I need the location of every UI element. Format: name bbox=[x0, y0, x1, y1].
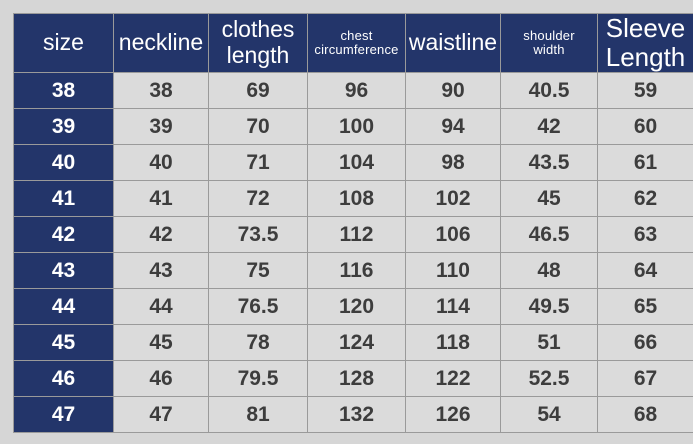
cell-waistline: 122 bbox=[405, 360, 501, 398]
cell-clothes_length: 81 bbox=[208, 396, 308, 434]
cell-shoulder_width: 43.5 bbox=[500, 144, 598, 182]
cell-clothes_length: 73.5 bbox=[208, 216, 308, 254]
table-row: 46 46 79.5 128 122 52.5 67 bbox=[13, 360, 693, 398]
cell-sleeve_length: 59 bbox=[597, 72, 693, 110]
cell-waistline: 114 bbox=[405, 288, 501, 326]
cell-neckline: 41 bbox=[113, 180, 209, 218]
cell-chest_circumference: 112 bbox=[307, 216, 406, 254]
cell-shoulder_width: 42 bbox=[500, 108, 598, 146]
cell-chest_circumference: 120 bbox=[307, 288, 406, 326]
cell-waistline: 102 bbox=[405, 180, 501, 218]
cell-waistline: 110 bbox=[405, 252, 501, 290]
cell-sleeve_length: 63 bbox=[597, 216, 693, 254]
cell-neckline: 46 bbox=[113, 360, 209, 398]
cell-neckline: 44 bbox=[113, 288, 209, 326]
cell-waistline: 126 bbox=[405, 396, 501, 434]
cell-chest_circumference: 108 bbox=[307, 180, 406, 218]
header-cell-neckline: neckline bbox=[113, 12, 209, 74]
cell-neckline: 42 bbox=[113, 216, 209, 254]
cell-clothes_length: 70 bbox=[208, 108, 308, 146]
cell-chest_circumference: 132 bbox=[307, 396, 406, 434]
table-row: 39 39 70 100 94 42 60 bbox=[13, 108, 693, 146]
table-row: 42 42 73.5 112 106 46.5 63 bbox=[13, 216, 693, 254]
cell-sleeve_length: 64 bbox=[597, 252, 693, 290]
header-cell-clothes_length: clothes length bbox=[208, 12, 308, 74]
cell-shoulder_width: 45 bbox=[500, 180, 598, 218]
cell-neckline: 47 bbox=[113, 396, 209, 434]
cell-clothes_length: 76.5 bbox=[208, 288, 308, 326]
cell-chest_circumference: 124 bbox=[307, 324, 406, 362]
cell-waistline: 118 bbox=[405, 324, 501, 362]
cell-waistline: 106 bbox=[405, 216, 501, 254]
size-chart-table: size neckline clothes length chest circumfe… bbox=[13, 12, 693, 434]
cell-waistline: 90 bbox=[405, 72, 501, 110]
header-cell-waistline: waistline bbox=[405, 12, 501, 74]
table-row: 45 45 78 124 118 51 66 bbox=[13, 324, 693, 362]
cell-shoulder_width: 49.5 bbox=[500, 288, 598, 326]
cell-waistline: 94 bbox=[405, 108, 501, 146]
header-cell-size: size bbox=[13, 12, 114, 74]
row-header-size: 41 bbox=[13, 180, 114, 218]
header-cell-chest_circumference: chest circumference bbox=[307, 12, 406, 74]
table-row: 44 44 76.5 120 114 49.5 65 bbox=[13, 288, 693, 326]
cell-shoulder_width: 54 bbox=[500, 396, 598, 434]
cell-clothes_length: 69 bbox=[208, 72, 308, 110]
header-cell-shoulder_width: shoulder width bbox=[500, 12, 598, 74]
cell-chest_circumference: 104 bbox=[307, 144, 406, 182]
table-row: 47 47 81 132 126 54 68 bbox=[13, 396, 693, 434]
cell-shoulder_width: 52.5 bbox=[500, 360, 598, 398]
cell-chest_circumference: 96 bbox=[307, 72, 406, 110]
row-header-size: 38 bbox=[13, 72, 114, 110]
cell-shoulder_width: 51 bbox=[500, 324, 598, 362]
cell-neckline: 45 bbox=[113, 324, 209, 362]
cell-clothes_length: 71 bbox=[208, 144, 308, 182]
cell-clothes_length: 75 bbox=[208, 252, 308, 290]
header-row: size neckline clothes length chest circumfe… bbox=[13, 12, 693, 74]
row-header-size: 40 bbox=[13, 144, 114, 182]
row-header-size: 45 bbox=[13, 324, 114, 362]
cell-sleeve_length: 68 bbox=[597, 396, 693, 434]
table-row: 43 43 75 116 110 48 64 bbox=[13, 252, 693, 290]
cell-neckline: 39 bbox=[113, 108, 209, 146]
cell-chest_circumference: 116 bbox=[307, 252, 406, 290]
cell-neckline: 40 bbox=[113, 144, 209, 182]
cell-chest_circumference: 100 bbox=[307, 108, 406, 146]
row-header-size: 39 bbox=[13, 108, 114, 146]
row-header-size: 47 bbox=[13, 396, 114, 434]
row-header-size: 42 bbox=[13, 216, 114, 254]
cell-sleeve_length: 67 bbox=[597, 360, 693, 398]
cell-shoulder_width: 46.5 bbox=[500, 216, 598, 254]
row-header-size: 46 bbox=[13, 360, 114, 398]
cell-clothes_length: 72 bbox=[208, 180, 308, 218]
cell-clothes_length: 78 bbox=[208, 324, 308, 362]
cell-sleeve_length: 62 bbox=[597, 180, 693, 218]
table-row: 40 40 71 104 98 43.5 61 bbox=[13, 144, 693, 182]
cell-shoulder_width: 40.5 bbox=[500, 72, 598, 110]
cell-waistline: 98 bbox=[405, 144, 501, 182]
cell-sleeve_length: 60 bbox=[597, 108, 693, 146]
cell-sleeve_length: 61 bbox=[597, 144, 693, 182]
cell-sleeve_length: 65 bbox=[597, 288, 693, 326]
cell-clothes_length: 79.5 bbox=[208, 360, 308, 398]
header-cell-sleeve_length: Sleeve Length bbox=[597, 12, 693, 74]
table-row: 38 38 69 96 90 40.5 59 bbox=[13, 72, 693, 110]
cell-neckline: 38 bbox=[113, 72, 209, 110]
row-header-size: 44 bbox=[13, 288, 114, 326]
table-row: 41 41 72 108 102 45 62 bbox=[13, 180, 693, 218]
row-header-size: 43 bbox=[13, 252, 114, 290]
cell-shoulder_width: 48 bbox=[500, 252, 598, 290]
cell-chest_circumference: 128 bbox=[307, 360, 406, 398]
cell-neckline: 43 bbox=[113, 252, 209, 290]
cell-sleeve_length: 66 bbox=[597, 324, 693, 362]
